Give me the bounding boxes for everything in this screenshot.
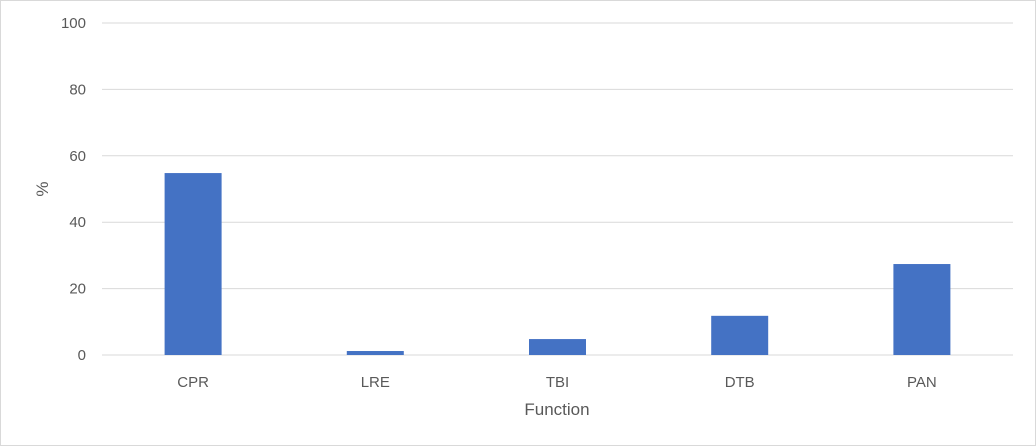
x-axis-title: Function [524, 400, 589, 419]
y-tick-label: 60 [69, 148, 86, 165]
x-tick-label-pan: PAN [907, 374, 937, 391]
y-tick-label: 40 [69, 214, 86, 231]
bar-dtb [711, 315, 769, 355]
y-axis-ticks: 0 20 40 60 80 100 [61, 15, 86, 364]
y-tick-label: 100 [61, 15, 86, 32]
y-tick-label: 80 [69, 81, 86, 98]
x-axis-ticks: CPR LRE TBI DTB PAN [177, 374, 937, 391]
bar-lre [346, 351, 404, 355]
x-tick-label-cpr: CPR [177, 374, 209, 391]
bar-tbi [529, 339, 586, 355]
gridlines [102, 22, 1013, 356]
y-axis-title: % [33, 181, 52, 196]
bar-cpr [164, 173, 222, 355]
x-tick-label-dtb: DTB [725, 374, 755, 391]
x-tick-label-tbi: TBI [546, 374, 569, 391]
y-tick-label: 0 [78, 347, 86, 364]
x-tick-label-lre: LRE [361, 374, 390, 391]
bars [164, 173, 951, 355]
y-tick-label: 20 [69, 281, 86, 298]
bar-pan [893, 264, 951, 355]
